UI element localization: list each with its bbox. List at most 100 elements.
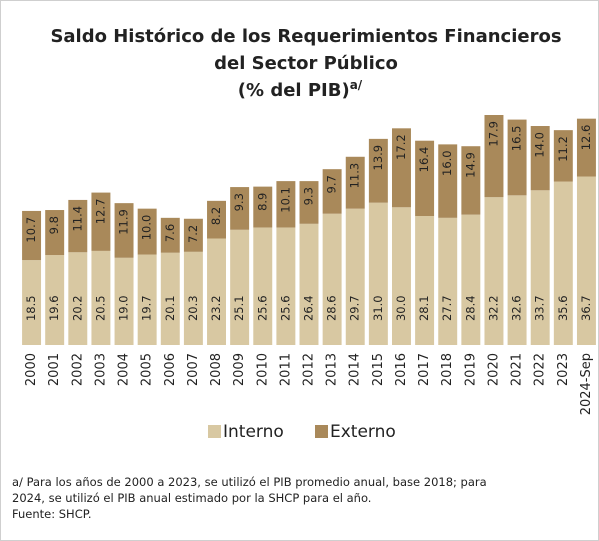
- legend-label: Interno: [223, 422, 284, 442]
- bar-segment: [415, 140, 435, 216]
- chart-title: Saldo Histórico de los Requerimientos Fi…: [50, 26, 561, 47]
- x-tick-label: 2006: [163, 353, 178, 386]
- x-tick-label: 2018: [440, 353, 455, 386]
- value-label: 10.0: [140, 215, 154, 241]
- value-label: 35.6: [556, 295, 570, 321]
- bar-segment: [276, 227, 296, 345]
- value-label: 30.0: [394, 295, 408, 321]
- value-label: 20.3: [186, 295, 200, 321]
- bar-segment: [299, 181, 319, 224]
- bar-segment: [253, 227, 273, 345]
- bar-segment: [137, 254, 157, 345]
- bar-segment: [22, 210, 42, 261]
- chart-title: (% del PIB)a/: [238, 78, 363, 101]
- x-tick-label: 2009: [232, 353, 247, 386]
- value-label: 12.6: [579, 125, 593, 151]
- bar-segment: [438, 144, 458, 218]
- value-label: 9.3: [232, 193, 246, 211]
- x-tick-label: 2019: [463, 353, 478, 386]
- legend-label: Externo: [330, 422, 396, 442]
- value-label: 9.8: [47, 216, 61, 234]
- value-label: 9.3: [302, 187, 316, 205]
- value-label: 19.6: [47, 295, 61, 321]
- value-label: 27.7: [440, 295, 454, 321]
- value-label: 9.7: [325, 175, 339, 193]
- x-tick-label: 2010: [255, 353, 270, 386]
- bar-segment: [207, 238, 226, 345]
- value-label: 29.7: [348, 295, 362, 321]
- bar-segment: [183, 218, 203, 252]
- x-tick-label: 2005: [140, 353, 155, 386]
- x-tick-label: 2008: [209, 353, 224, 386]
- bar-segment: [368, 138, 388, 203]
- x-tick-label: 2011: [278, 353, 293, 386]
- value-label: 8.9: [255, 193, 269, 211]
- bar-segment: [345, 156, 365, 209]
- value-label: 28.4: [463, 295, 477, 321]
- x-tick-label: 2022: [533, 353, 548, 386]
- value-label: 11.2: [556, 136, 570, 162]
- value-label: 10.1: [278, 187, 292, 213]
- bar-segment: [183, 251, 203, 345]
- x-tick-label: 2013: [325, 353, 340, 386]
- bar-segment: [530, 126, 550, 191]
- chart-title: (% del PIB): [238, 80, 350, 101]
- value-label: 25.6: [255, 295, 269, 321]
- value-label: 18.5: [24, 295, 38, 321]
- title-superscript: a/: [350, 78, 363, 92]
- value-label: 36.7: [579, 295, 593, 321]
- value-label: 25.6: [278, 295, 292, 321]
- x-tick-label: 2003: [93, 353, 108, 386]
- bar-segment: [368, 202, 388, 345]
- x-tick-label: 2016: [394, 353, 409, 386]
- bar-segment: [507, 195, 527, 345]
- value-label: 20.5: [93, 295, 107, 321]
- bar-segment: [484, 115, 504, 198]
- bar-segment: [68, 199, 88, 253]
- bar-segment: [299, 223, 319, 345]
- bar-segment: [114, 203, 134, 258]
- bar-segment: [91, 250, 111, 345]
- bar-segment: [507, 119, 527, 196]
- bar-segment: [461, 214, 481, 345]
- legend-swatch: [315, 425, 328, 438]
- value-label: 23.2: [209, 295, 223, 321]
- value-label: 33.7: [533, 295, 547, 321]
- bar-segment: [392, 207, 411, 345]
- bar-segment: [345, 208, 365, 345]
- value-label: 31.0: [371, 295, 385, 321]
- value-label: 32.2: [486, 295, 500, 321]
- bar-segment: [45, 255, 65, 345]
- bar-segment: [114, 257, 134, 345]
- bar-segment: [45, 210, 65, 256]
- bar-segment: [576, 176, 596, 345]
- value-label: 32.6: [510, 295, 524, 321]
- x-tick-label: 2002: [70, 353, 85, 386]
- bar-segment: [322, 213, 342, 345]
- bar-segment: [576, 118, 596, 177]
- x-tick-label: 2001: [47, 353, 62, 386]
- note: a/ Para los años de 2000 a 2023, se util…: [12, 475, 487, 489]
- source: Fuente: SHCP.: [12, 507, 92, 521]
- value-label: 7.2: [186, 225, 200, 243]
- bar-segment: [91, 192, 111, 251]
- value-label: 19.7: [140, 295, 154, 321]
- value-label: 13.9: [371, 145, 385, 171]
- value-label: 17.2: [394, 134, 408, 160]
- bar-segment: [553, 130, 573, 182]
- bar-segment: [276, 181, 296, 228]
- x-tick-label: 2007: [186, 353, 201, 386]
- value-label: 16.0: [440, 150, 454, 176]
- value-label: 19.0: [117, 295, 131, 321]
- value-label: 14.9: [463, 152, 477, 178]
- bar-segment: [322, 169, 342, 214]
- value-label: 16.4: [417, 147, 431, 173]
- bar-segment: [392, 128, 411, 208]
- note: 2024, se utilizó el PIB anual estimado p…: [12, 491, 371, 505]
- value-label: 14.0: [533, 132, 547, 158]
- bar-segment: [438, 217, 458, 345]
- bar-segment: [160, 217, 180, 253]
- x-tick-label: 2014: [348, 353, 363, 386]
- bar-segment: [230, 229, 250, 345]
